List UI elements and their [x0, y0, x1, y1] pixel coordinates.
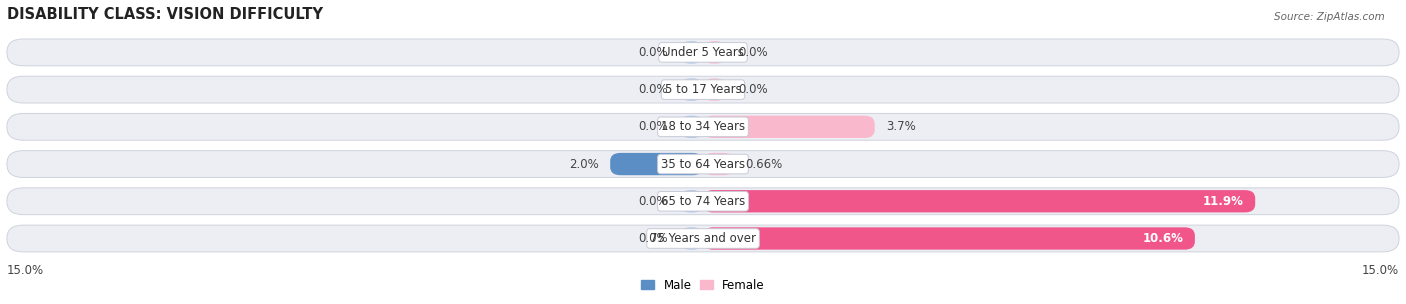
FancyBboxPatch shape [703, 153, 734, 175]
Text: 0.0%: 0.0% [638, 120, 668, 133]
Text: 0.0%: 0.0% [738, 83, 768, 96]
Text: 15.0%: 15.0% [7, 264, 44, 277]
FancyBboxPatch shape [703, 116, 875, 138]
Text: 0.66%: 0.66% [745, 157, 783, 171]
Text: DISABILITY CLASS: VISION DIFFICULTY: DISABILITY CLASS: VISION DIFFICULTY [7, 7, 323, 22]
FancyBboxPatch shape [7, 225, 1399, 252]
Text: Source: ZipAtlas.com: Source: ZipAtlas.com [1274, 12, 1385, 22]
Text: 18 to 34 Years: 18 to 34 Years [661, 120, 745, 133]
FancyBboxPatch shape [679, 116, 703, 138]
Text: 5 to 17 Years: 5 to 17 Years [665, 83, 741, 96]
Text: 2.0%: 2.0% [569, 157, 599, 171]
Legend: Male, Female: Male, Female [637, 274, 769, 296]
Text: 35 to 64 Years: 35 to 64 Years [661, 157, 745, 171]
FancyBboxPatch shape [7, 188, 1399, 215]
Text: 75 Years and over: 75 Years and over [650, 232, 756, 245]
Text: 15.0%: 15.0% [1362, 264, 1399, 277]
FancyBboxPatch shape [703, 227, 1195, 250]
Text: 0.0%: 0.0% [638, 46, 668, 59]
FancyBboxPatch shape [679, 190, 703, 212]
FancyBboxPatch shape [679, 41, 703, 64]
Text: 0.0%: 0.0% [638, 83, 668, 96]
Text: 65 to 74 Years: 65 to 74 Years [661, 195, 745, 208]
Text: 10.6%: 10.6% [1143, 232, 1184, 245]
Text: 3.7%: 3.7% [886, 120, 917, 133]
FancyBboxPatch shape [7, 39, 1399, 66]
Text: Under 5 Years: Under 5 Years [662, 46, 744, 59]
FancyBboxPatch shape [703, 190, 1256, 212]
FancyBboxPatch shape [7, 113, 1399, 140]
FancyBboxPatch shape [7, 151, 1399, 178]
FancyBboxPatch shape [679, 78, 703, 101]
Text: 11.9%: 11.9% [1202, 195, 1243, 208]
Text: 0.0%: 0.0% [738, 46, 768, 59]
Text: 0.0%: 0.0% [638, 195, 668, 208]
FancyBboxPatch shape [679, 227, 703, 250]
Text: 0.0%: 0.0% [638, 232, 668, 245]
FancyBboxPatch shape [610, 153, 703, 175]
FancyBboxPatch shape [703, 78, 727, 101]
FancyBboxPatch shape [7, 76, 1399, 103]
FancyBboxPatch shape [703, 41, 727, 64]
